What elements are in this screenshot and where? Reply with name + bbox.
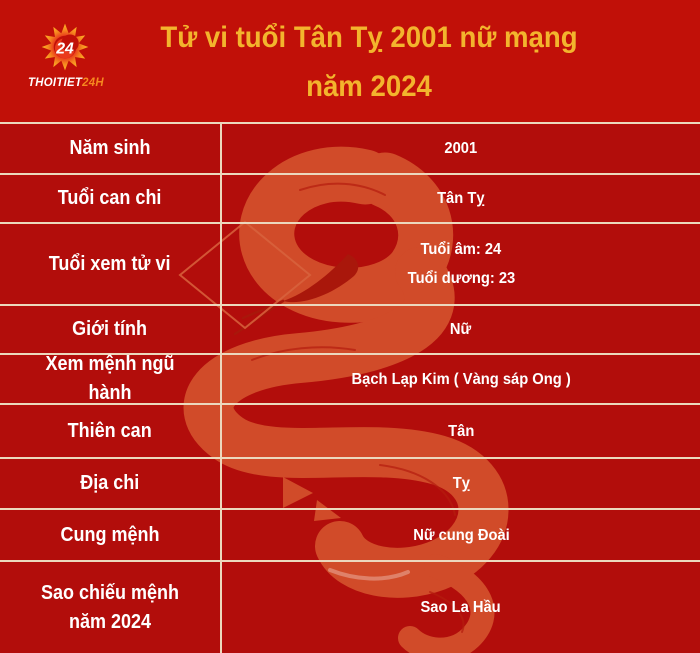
table-row: Sao chiếu mệnh năm 2024 Sao La Hầu (0, 560, 700, 653)
brand-wordmark: THOITIET24H (27, 75, 104, 89)
row-label: Thiên can (0, 405, 222, 457)
row-value: Bạch Lạp Kim ( Vàng sáp Ong ) (351, 370, 571, 388)
horoscope-table: Năm sinh 2001 Tuổi can chi Tân Tỵ Tuổi x… (0, 122, 700, 653)
table-row: Xem mệnh ngũ hành Bạch Lạp Kim ( Vàng sá… (0, 353, 700, 404)
row-value: Tỵ (452, 475, 470, 492)
table-row: Giới tính Nữ (0, 304, 700, 353)
table-row: Tuổi xem tử vi Tuổi âm: 24 Tuổi dương: 23 (0, 222, 700, 304)
row-value: Nữ cung Đoài (412, 526, 510, 544)
row-label: Sao chiếu mệnh năm 2024 (0, 562, 222, 653)
row-value: 2001 (444, 140, 478, 157)
row-label: Xem mệnh ngũ hành (0, 353, 222, 404)
brand-logo: 24 THOITIET24H (26, 22, 104, 89)
row-label: Cung mệnh (0, 510, 222, 560)
table-row: Năm sinh 2001 (0, 122, 700, 173)
brand-wordmark-orange: 24H (82, 75, 104, 89)
brand-wordmark-white: THOITIET (27, 75, 83, 89)
table-row: Tuổi can chi Tân Tỵ (0, 173, 700, 222)
row-value: Sao La Hầu (420, 599, 502, 616)
table-row: Địa chi Tỵ (0, 457, 700, 508)
row-label: Địa chi (0, 459, 222, 508)
logo-badge-number: 24 (55, 41, 74, 58)
page-title-line1: Tử vi tuổi Tân Tỵ 2001 nữ mạng (160, 21, 578, 54)
header: 24 THOITIET24H Tử vi tuổi Tân Tỵ 2001 nữ… (0, 0, 700, 122)
row-value: Nữ (450, 321, 472, 338)
row-label: Tuổi xem tử vi (0, 224, 222, 304)
row-value: Tân Tỵ (437, 190, 485, 207)
row-value: Tân (447, 422, 475, 440)
row-label: Tuổi can chi (0, 175, 222, 222)
row-label: Năm sinh (0, 124, 222, 173)
page-title: Tử vi tuổi Tân Tỵ 2001 nữ mạng năm 2024 (0, 13, 700, 111)
row-label: Giới tính (0, 306, 222, 353)
row-value: Tuổi âm: 24 Tuổi dương: 23 (407, 241, 515, 287)
table-row: Cung mệnh Nữ cung Đoài (0, 508, 700, 560)
sun-24-icon: 24 (41, 23, 89, 71)
table-row: Thiên can Tân (0, 403, 700, 457)
page-title-line2: năm 2024 (306, 70, 432, 103)
